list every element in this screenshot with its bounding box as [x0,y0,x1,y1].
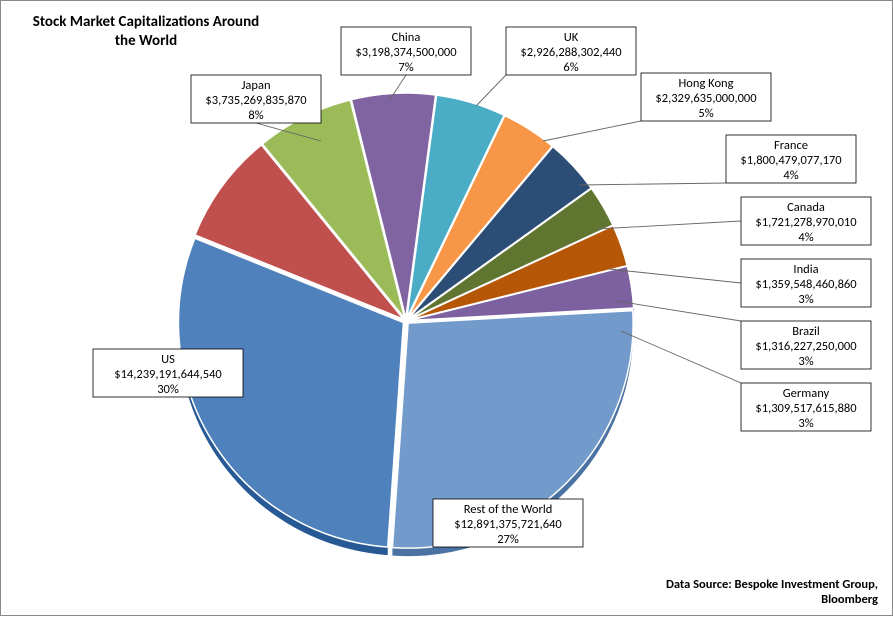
leader-line [617,301,741,321]
chart-frame: Stock Market Capitalizations Around the … [0,0,893,616]
slice-label-name: Canada [787,200,825,215]
slice-label-value: $1,309,517,615,880 [755,401,857,416]
slice-label-name: China [392,30,421,45]
slice-label-value: $1,316,227,250,000 [755,339,857,354]
leader-line [597,221,741,229]
slice-label-pct: 3% [798,292,813,307]
leader-line [543,121,641,141]
slice-label-pct: 3% [798,416,813,431]
slice-label-name: Hong Kong [679,76,734,91]
slice-label-value: $3,735,269,835,870 [205,93,307,108]
slice-label-name: Japan [241,78,270,93]
slice-label-value: $1,800,479,077,170 [740,153,842,168]
slice-label-name: US [161,352,175,367]
slice-label-value: $3,198,374,500,000 [355,45,457,60]
leader-line [476,75,506,106]
slice-label-name: France [774,138,808,153]
slice-label-value: $1,359,548,460,860 [755,277,857,292]
slice-label-pct: 30% [157,382,179,397]
leader-line [621,331,741,383]
slice-label-pct: 5% [698,106,713,121]
slice-label-pct: 4% [798,230,813,245]
data-source: Data Source: Bespoke Investment Group, B… [648,577,878,607]
slice-label-value: $2,926,288,302,440 [520,45,622,60]
slice-label-pct: 6% [563,60,578,75]
slice-label-name: Germany [783,386,830,401]
slice-label-pct: 8% [248,108,263,123]
slice-label-pct: 27% [497,532,519,547]
slice-label-value: $1,721,278,970,010 [755,215,857,230]
pie-chart: Japan$3,735,269,835,8708% China$3,198,374… [1,1,893,617]
slice-label-pct: 3% [798,354,813,369]
slice-label-value: $2,329,635,000,000 [655,91,757,106]
slice-label-pct: 4% [783,168,798,183]
leader-line [579,183,726,185]
slice-label-value: $12,891,375,721,640 [454,517,562,532]
slice-label-value: $14,239,191,644,540 [114,367,222,382]
slice-label-name: India [793,262,818,277]
slice-label-name: UK [564,30,579,45]
slice-label-name: Brazil [792,324,820,339]
slice-label-name: Rest of the World [464,502,553,517]
slice-label-pct: 7% [398,60,413,75]
